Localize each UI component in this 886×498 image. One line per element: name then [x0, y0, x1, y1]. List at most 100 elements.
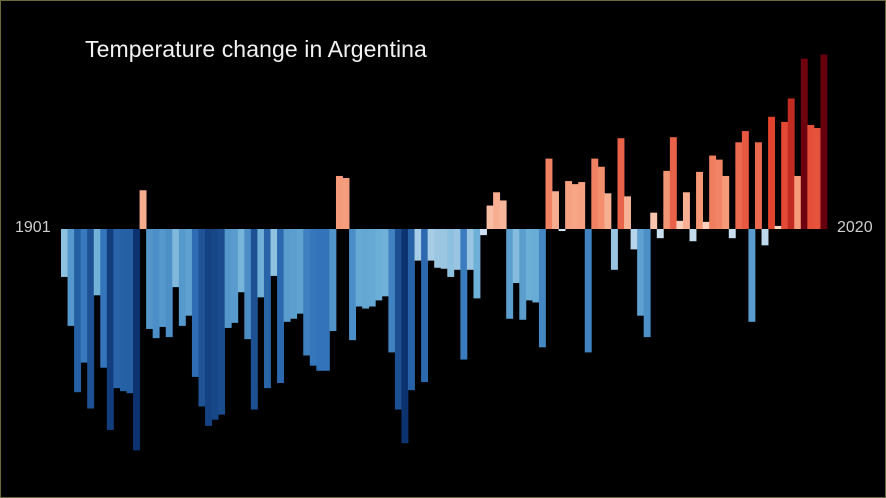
bar-11: [133, 229, 140, 451]
bar-108: [768, 116, 776, 229]
bar-39: [316, 229, 324, 371]
bar-36: [296, 229, 304, 314]
bar-106: [754, 142, 762, 229]
bar-1: [67, 229, 75, 326]
bar-78: [571, 184, 579, 229]
bar-100: [715, 159, 723, 229]
bar-111: [787, 98, 795, 229]
bar-92: [663, 170, 671, 229]
bar-12: [139, 190, 147, 229]
bar-74: [545, 158, 553, 229]
bar-20: [191, 229, 199, 377]
bar-86: [624, 196, 631, 229]
bar-116: [820, 54, 828, 229]
bar-91: [656, 229, 664, 239]
bar-113: [800, 58, 808, 229]
bar-85: [617, 138, 625, 229]
bar-110: [781, 121, 789, 229]
bar-34: [283, 229, 291, 322]
bar-10: [126, 229, 134, 394]
bar-62: [466, 229, 474, 270]
bar-109: [774, 225, 782, 229]
bar-68: [506, 229, 514, 319]
bar-58: [440, 229, 448, 269]
bar-25: [224, 229, 232, 328]
bar-98: [702, 221, 710, 229]
bar-59: [447, 229, 455, 277]
bar-65: [486, 205, 494, 229]
bar-15: [159, 229, 167, 327]
bar-63: [473, 229, 481, 299]
bar-88: [637, 229, 645, 316]
bar-103: [735, 142, 743, 229]
bar-56: [427, 229, 435, 261]
bar-5: [93, 229, 101, 296]
bar-57: [434, 229, 442, 268]
bar-3: [80, 229, 88, 363]
bar-52: [401, 229, 409, 444]
bar-71: [525, 229, 533, 301]
bar-73: [538, 229, 546, 348]
bar-75: [552, 191, 559, 229]
bar-0: [61, 229, 68, 277]
bar-77: [565, 181, 573, 229]
bar-48: [375, 229, 383, 301]
bar-96: [689, 229, 697, 242]
bar-37: [303, 229, 311, 356]
bar-102: [728, 229, 736, 239]
bar-4: [87, 229, 95, 409]
bar-51: [394, 229, 402, 410]
bar-8: [113, 229, 121, 389]
bar-94: [676, 220, 684, 229]
bar-45: [355, 229, 363, 307]
bar-83: [604, 193, 612, 229]
bar-101: [722, 175, 730, 229]
bar-19: [185, 229, 193, 316]
bar-33: [277, 229, 284, 384]
bar-13: [146, 229, 154, 329]
bar-7: [106, 229, 114, 430]
bar-64: [480, 229, 487, 236]
bar-69: [512, 229, 520, 284]
bar-60: [453, 229, 461, 270]
bar-22: [205, 229, 212, 426]
bar-35: [290, 229, 298, 319]
bar-107: [761, 229, 769, 246]
chart-title: Temperature change in Argentina: [85, 36, 427, 62]
bar-112: [794, 175, 802, 229]
bar-44: [349, 229, 357, 341]
bar-49: [381, 229, 389, 297]
bar-93: [669, 137, 677, 229]
start-year-label: 1901: [15, 219, 51, 236]
bar-61: [460, 229, 468, 360]
bar-67: [499, 200, 507, 229]
bar-97: [696, 171, 704, 229]
bar-38: [309, 229, 317, 366]
bar-17: [172, 229, 180, 288]
bar-81: [591, 158, 599, 229]
bar-104: [741, 131, 749, 229]
bar-84: [610, 229, 618, 270]
bar-90: [650, 212, 658, 229]
bar-115: [813, 128, 821, 229]
bar-16: [165, 229, 173, 338]
bar-29: [250, 229, 258, 410]
bar-105: [748, 229, 756, 322]
bar-95: [682, 192, 690, 229]
bar-21: [198, 229, 206, 407]
bar-9: [119, 229, 127, 392]
bar-2: [74, 229, 82, 393]
bar-70: [519, 229, 527, 320]
bar-31: [263, 229, 271, 389]
bar-6: [100, 229, 108, 368]
bar-79: [578, 182, 586, 229]
bar-42: [335, 175, 343, 229]
bar-114: [807, 124, 815, 229]
bar-41: [329, 229, 337, 331]
bar-46: [362, 229, 370, 309]
bar-14: [152, 229, 160, 339]
bar-28: [244, 229, 252, 340]
bar-99: [709, 155, 717, 229]
bar-40: [322, 229, 330, 371]
